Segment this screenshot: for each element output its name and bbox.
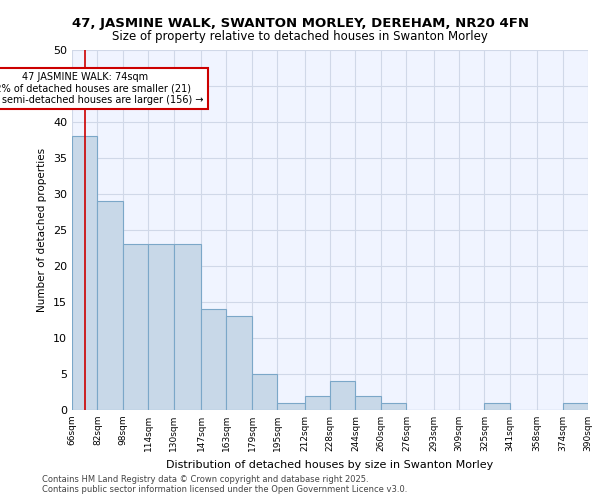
Text: Size of property relative to detached houses in Swanton Morley: Size of property relative to detached ho… [112,30,488,43]
Bar [201,309,226,410]
Bar [252,374,277,410]
X-axis label: Distribution of detached houses by size in Swanton Morley: Distribution of detached houses by size … [166,460,494,469]
Bar [330,381,355,410]
Bar [355,396,381,410]
Bar [97,201,123,410]
Bar [174,244,201,410]
Bar [563,403,588,410]
Bar [484,403,510,410]
Bar [72,136,97,410]
Text: 47 JASMINE WALK: 74sqm
← 12% of detached houses are smaller (21)
86% of semi-det: 47 JASMINE WALK: 74sqm ← 12% of detached… [0,72,204,105]
Bar [148,244,174,410]
Bar [226,316,252,410]
Bar [277,403,305,410]
Bar [305,396,330,410]
Bar [381,403,406,410]
Text: 47, JASMINE WALK, SWANTON MORLEY, DEREHAM, NR20 4FN: 47, JASMINE WALK, SWANTON MORLEY, DEREHA… [71,18,529,30]
Bar [123,244,148,410]
Text: Contains HM Land Registry data © Crown copyright and database right 2025.
Contai: Contains HM Land Registry data © Crown c… [42,474,407,494]
Y-axis label: Number of detached properties: Number of detached properties [37,148,47,312]
